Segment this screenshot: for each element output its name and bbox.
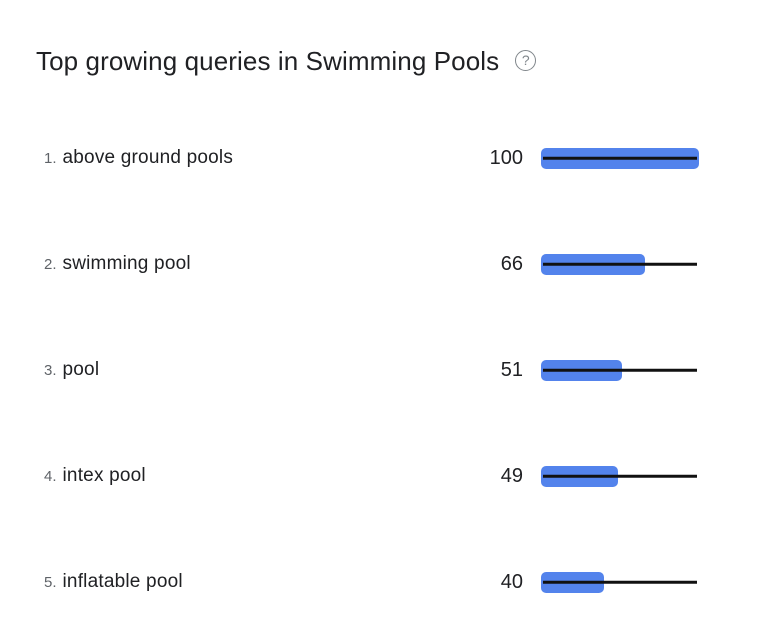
query-label-group: 2. swimming pool [44,253,471,275]
query-label-group: 5. inflatable pool [44,571,471,593]
query-row[interactable]: 5. inflatable pool 40 [0,529,768,635]
bar-baseline [543,580,697,584]
bar-track [541,147,699,169]
query-value: 40 [500,570,523,593]
rank-number: 4. [44,468,57,485]
chart-header: Top growing queries in Swimming Pools ? [0,0,768,105]
bar-baseline [543,262,697,266]
query-list: 1. above ground pools 100 2. swimming po… [0,105,768,635]
query-value: 66 [500,252,523,275]
rank-number: 1. [44,150,57,167]
rank-number: 5. [44,574,57,591]
bar-track [541,359,699,381]
query-label-group: 1. above ground pools [44,147,471,169]
query-label[interactable]: swimming pool [62,253,191,274]
query-label-group: 4. intex pool [44,465,471,487]
query-label[interactable]: intex pool [62,465,146,486]
query-value: 51 [500,358,523,381]
query-row[interactable]: 1. above ground pools 100 [0,105,768,211]
query-value: 100 [489,146,523,169]
bar-track [541,465,699,487]
query-label[interactable]: above ground pools [62,147,234,168]
help-icon[interactable]: ? [515,50,537,71]
bar-baseline [543,368,697,372]
bar-baseline [543,156,697,160]
bar-track [541,571,699,593]
rank-number: 3. [44,362,57,379]
page-title: Top growing queries in Swimming Pools [36,46,500,76]
query-label-group: 3. pool [44,359,471,381]
bar-baseline [543,474,697,478]
query-row[interactable]: 4. intex pool 49 [0,423,768,529]
rank-number: 2. [44,256,57,273]
query-label[interactable]: pool [62,359,100,380]
query-label[interactable]: inflatable pool [62,571,183,592]
query-row[interactable]: 3. pool 51 [0,317,768,423]
bar-track [541,253,699,275]
query-value: 49 [500,464,523,487]
query-row[interactable]: 2. swimming pool 66 [0,211,768,317]
